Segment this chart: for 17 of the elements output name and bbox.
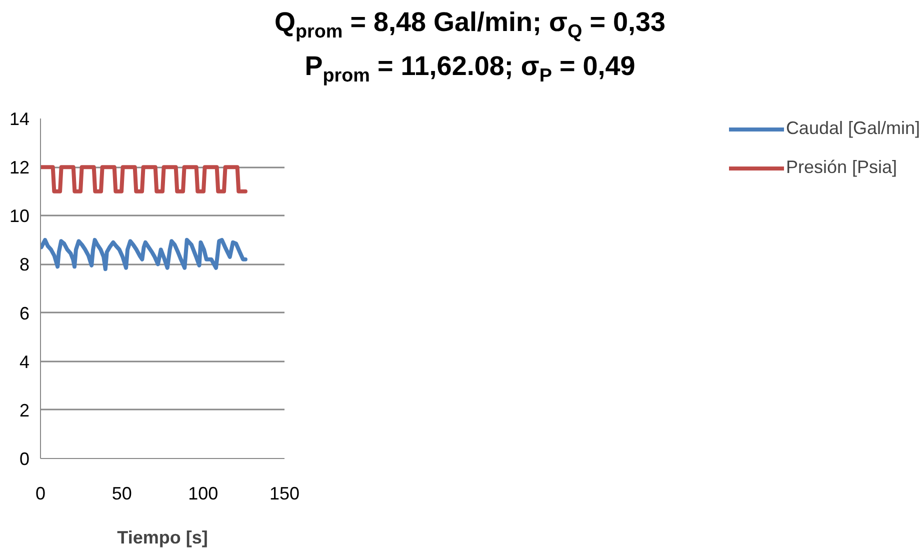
line-series <box>40 238 248 272</box>
y-tick-label: 8 <box>19 254 30 275</box>
y-tick-label: 6 <box>19 303 30 324</box>
x-tick-label: 100 <box>188 484 218 504</box>
y-tick-label: 14 <box>9 109 30 129</box>
y-tick-label: 4 <box>19 352 30 372</box>
chart-title: Q$_{prom}$ = 8,48 Gal/min; σ$_{Q}$ = 0,33 P$_{prom}$ = 11,62.08; σ$_{P}$ = 0,49 <box>274 7 666 87</box>
y-tick-label: 0 <box>19 449 30 469</box>
x-tick-label: 50 <box>112 484 132 504</box>
y-tick-label: 10 <box>9 206 30 226</box>
legend-label: Caudal [Gal/min] <box>786 118 920 139</box>
y-tick-label: 2 <box>19 400 30 420</box>
x-tick-label: 0 <box>35 484 46 504</box>
y-tick-label: 12 <box>9 158 30 178</box>
x-axis-title: Tiempo [s] <box>117 528 208 548</box>
legend-label: Presión [Psia] <box>786 157 897 178</box>
x-tick-label: 150 <box>269 484 300 504</box>
